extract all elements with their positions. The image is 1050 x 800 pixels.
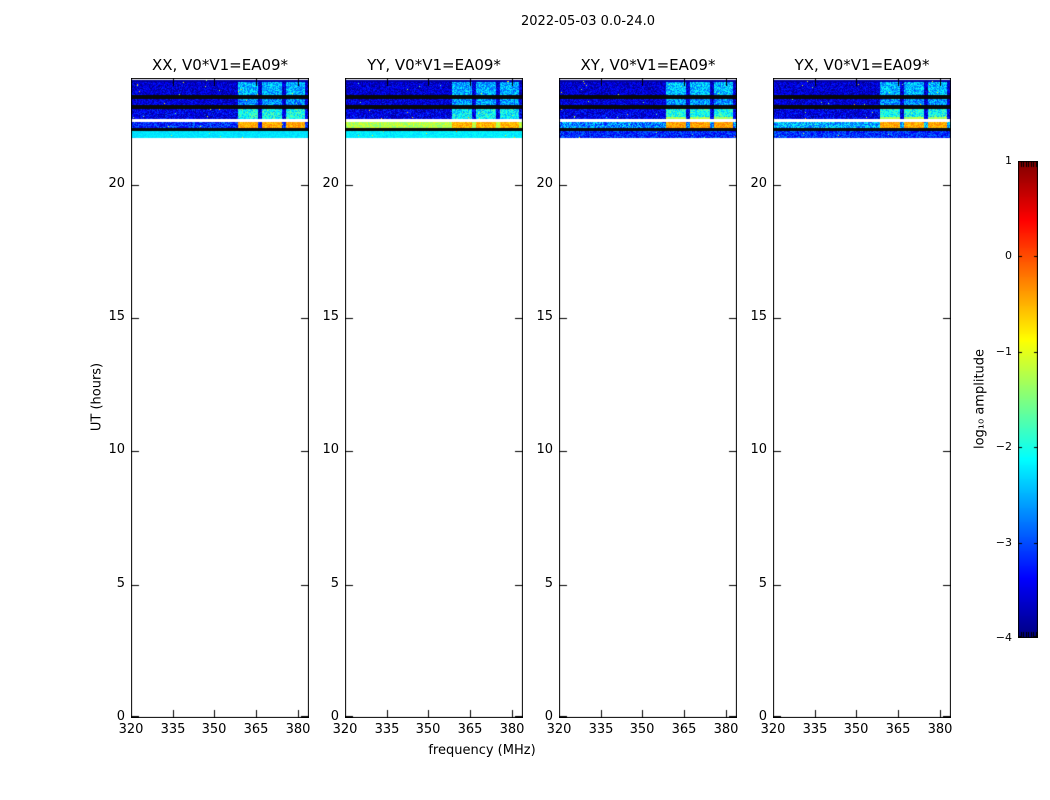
colorbar-tick-label: 0 [1005,249,1012,262]
x-tick-label: 320 [760,722,786,737]
colorbar-tick-label: −1 [995,345,1012,358]
y-tick-label: 20 [750,176,767,191]
y-tick-label: 5 [544,576,553,591]
x-tick-label: 335 [802,722,828,737]
x-tick-label: 380 [713,722,739,737]
spectrogram-panel-yx [773,78,951,718]
colorbar-tick-label: −4 [995,631,1012,644]
x-tick-label: 365 [885,722,911,737]
y-tick-label: 15 [322,309,339,324]
colorbar-label: log₁₀ amplitude [972,348,988,450]
y-tick-label: 10 [108,442,125,457]
x-tick-label: 335 [588,722,614,737]
spectrogram-panel-xx [131,78,309,718]
x-tick-label: 365 [243,722,269,737]
x-tick-label: 350 [201,722,227,737]
y-tick-label: 20 [322,176,339,191]
y-tick-label: 0 [330,709,339,724]
x-tick-label: 320 [332,722,358,737]
y-tick-label: 15 [536,309,553,324]
y-tick-label: 5 [758,576,767,591]
y-tick-label: 0 [544,709,553,724]
y-tick-label: 15 [108,309,125,324]
y-tick-label: 10 [750,442,767,457]
panel-title-yx: YX, V0*V1=EA09* [794,56,930,74]
colorbar-tick-label: −3 [995,536,1012,549]
x-tick-label: 380 [499,722,525,737]
colorbar-gradient [1018,161,1038,638]
y-tick-label: 5 [116,576,125,591]
spectrogram-panel-yy [345,78,523,718]
spectrogram-panel-xy [559,78,737,718]
y-tick-label: 15 [750,309,767,324]
y-tick-label: 5 [330,576,339,591]
x-tick-label: 350 [415,722,441,737]
x-tick-label: 320 [546,722,572,737]
y-tick-label: 0 [758,709,767,724]
y-tick-label: 10 [322,442,339,457]
panel-title-xx: XX, V0*V1=EA09* [151,56,289,74]
x-tick-label: 335 [160,722,186,737]
x-axis-label: frequency (MHz) [428,743,536,758]
y-tick-label: 0 [116,709,125,724]
y-axis-label: UT (hours) [89,362,105,432]
x-tick-label: 350 [629,722,655,737]
y-tick-label: 10 [536,442,553,457]
x-tick-label: 335 [374,722,400,737]
colorbar-tick-label: −2 [995,440,1012,453]
x-tick-label: 365 [671,722,697,737]
y-tick-label: 20 [108,176,125,191]
colorbar-tick-label: 1 [1005,154,1012,167]
x-tick-label: 380 [285,722,311,737]
x-tick-label: 380 [927,722,953,737]
x-tick-label: 365 [457,722,483,737]
y-tick-label: 20 [536,176,553,191]
x-tick-label: 320 [118,722,144,737]
panel-title-xy: XY, V0*V1=EA09* [580,56,716,74]
x-tick-label: 350 [843,722,869,737]
figure-title: 2022-05-03 0.0-24.0 [521,14,655,29]
panel-title-yy: YY, V0*V1=EA09* [367,56,501,74]
